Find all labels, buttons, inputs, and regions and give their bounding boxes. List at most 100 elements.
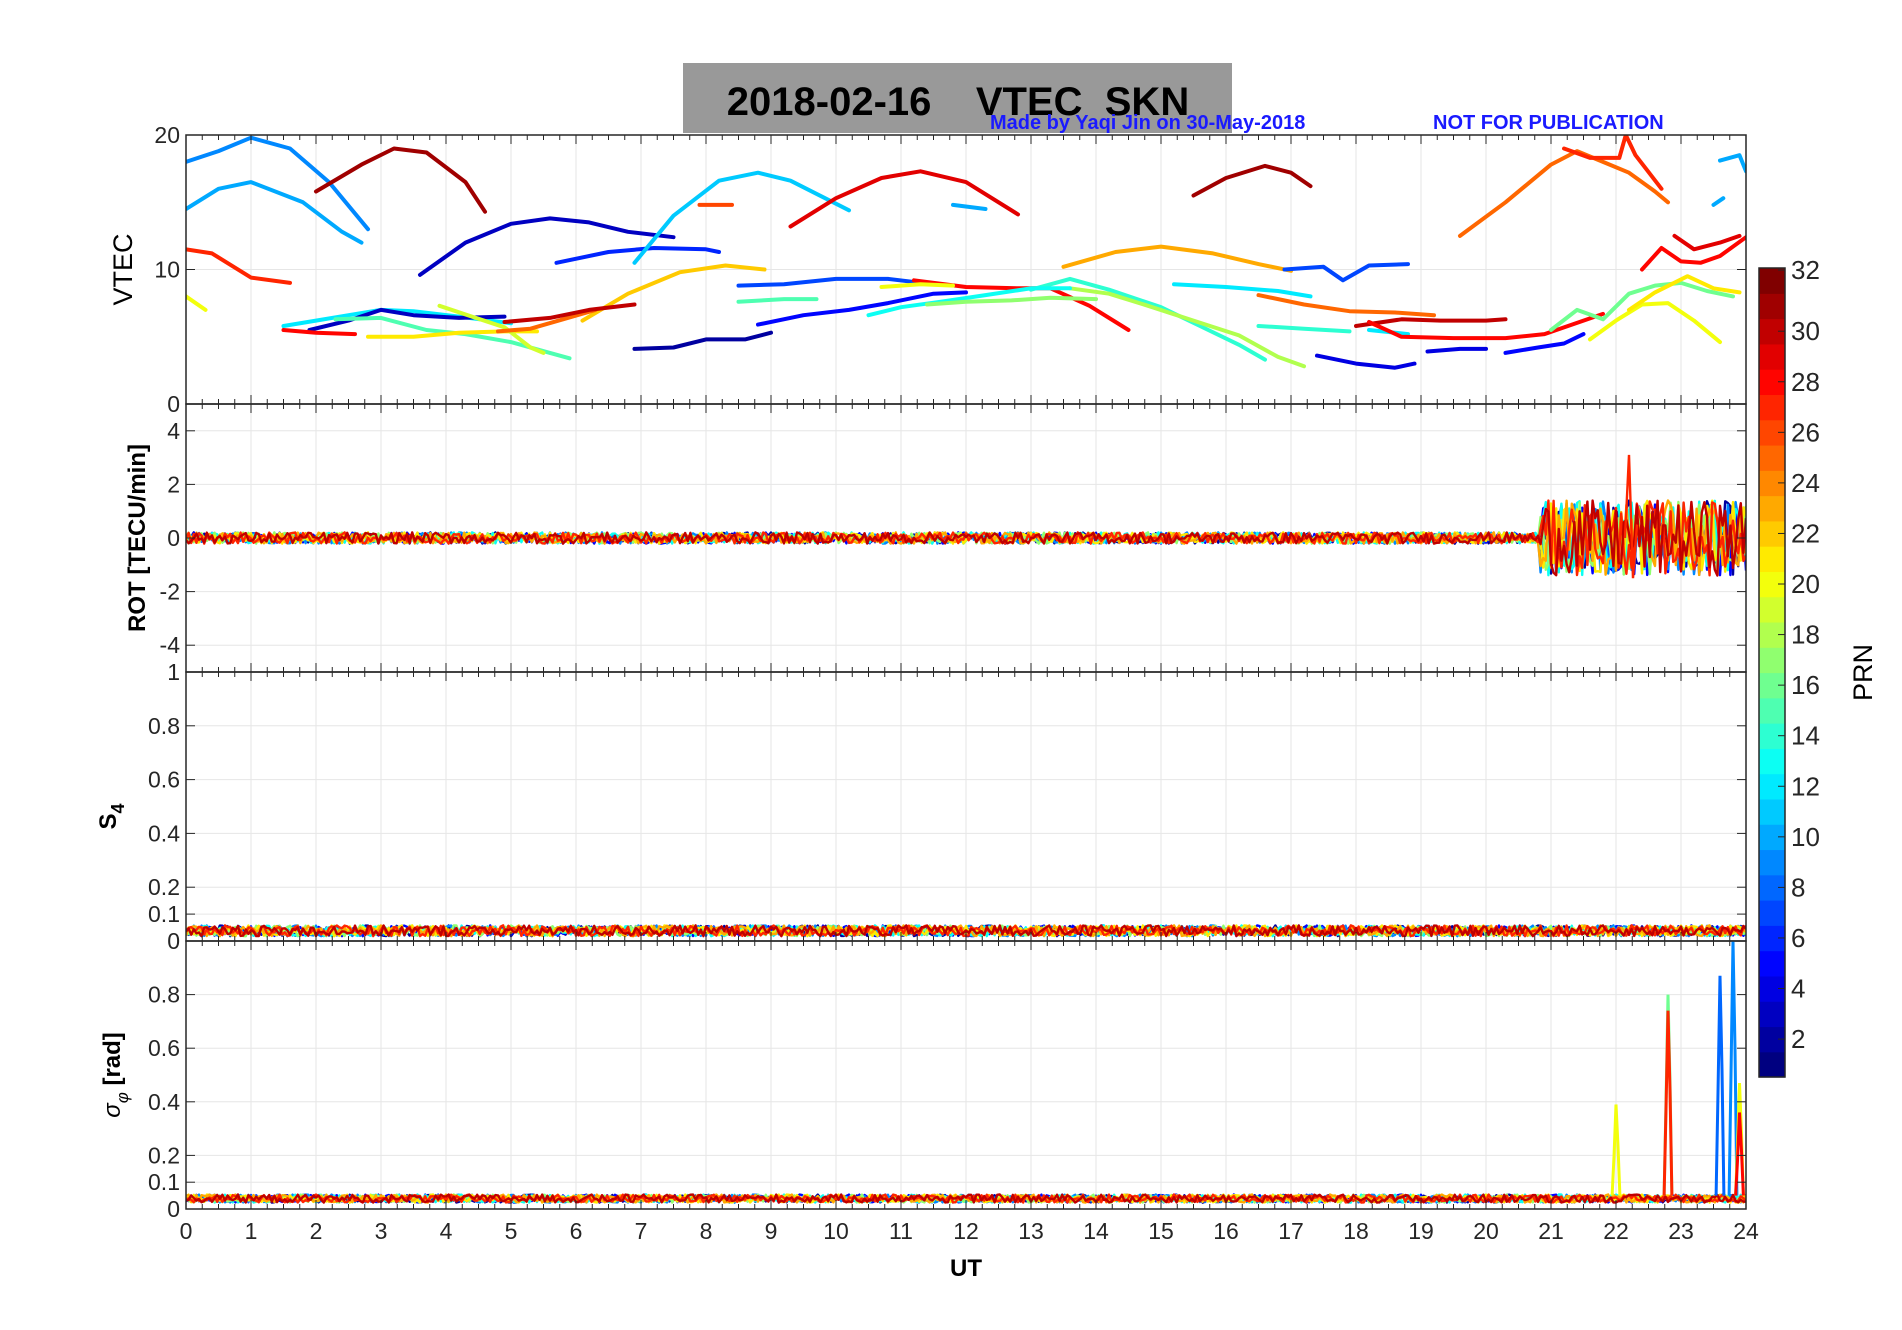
colorbar-swatch bbox=[1759, 1001, 1785, 1028]
y-tick-label: 20 bbox=[154, 122, 180, 148]
colorbar-tick-label: 6 bbox=[1791, 923, 1805, 953]
series-line-prn-14 bbox=[1256, 324, 1352, 334]
panel-rot: -4 -2 0 2 4 ROT [TECU/min] bbox=[124, 403, 1747, 673]
y-tick-label: 0.4 bbox=[148, 820, 180, 846]
series-line-prn-11 bbox=[632, 170, 851, 265]
series-line-prn-25 bbox=[496, 307, 598, 334]
x-tick-label: 2 bbox=[310, 1218, 323, 1244]
colorbar-tick-label: 30 bbox=[1791, 316, 1820, 346]
series-line-prn-15 bbox=[736, 297, 819, 304]
colorbar-swatch bbox=[1759, 495, 1785, 522]
series-line-prn-5 bbox=[756, 290, 968, 327]
series-line-prn-9 bbox=[186, 135, 370, 232]
y-tick-label: -2 bbox=[160, 579, 180, 605]
y-tick-label: 4 bbox=[167, 418, 180, 444]
colorbar-swatch bbox=[1759, 1051, 1785, 1078]
y-tick-label: 0.6 bbox=[148, 1035, 180, 1061]
colorbar-tick-label: 8 bbox=[1791, 872, 1805, 902]
series-line-prn-27 bbox=[1562, 135, 1664, 191]
x-tick-label: 19 bbox=[1408, 1218, 1434, 1244]
y-tick-label: 10 bbox=[154, 257, 180, 283]
colorbar-tick-label: 20 bbox=[1791, 569, 1820, 599]
y-tick-label: 0.4 bbox=[148, 1089, 180, 1115]
colorbar-swatch bbox=[1759, 849, 1785, 876]
series-line-prn-28 bbox=[1367, 311, 1605, 341]
x-tick-label: 15 bbox=[1148, 1218, 1174, 1244]
series-line-prn-10 bbox=[186, 180, 364, 245]
x-tick-label: 14 bbox=[1083, 1218, 1109, 1244]
colorbar-tick-label: 28 bbox=[1791, 367, 1820, 397]
colorbar-tick-label: 16 bbox=[1791, 670, 1820, 700]
x-tick-label: 10 bbox=[823, 1218, 849, 1244]
colorbar-swatch bbox=[1759, 394, 1785, 421]
series-line-prn-14 bbox=[1029, 276, 1267, 362]
y-axis-label-rot: ROT [TECU/min] bbox=[124, 444, 151, 632]
series-line-prn-10 bbox=[1711, 196, 1726, 207]
notice-text: NOT FOR PUBLICATION bbox=[1433, 112, 1664, 134]
series-line-prn-3 bbox=[307, 307, 507, 332]
colorbar-tick-label: 26 bbox=[1791, 417, 1820, 447]
series-line-prn-30 bbox=[1354, 317, 1508, 328]
x-tick-label: 11 bbox=[889, 1218, 913, 1244]
y-tick-label: 0.2 bbox=[148, 874, 180, 900]
x-tick-label: 21 bbox=[1538, 1218, 1564, 1244]
colorbar-tick-label: 2 bbox=[1791, 1024, 1805, 1054]
y-tick-label: 0 bbox=[167, 525, 180, 551]
series-line-prn-21 bbox=[1627, 274, 1742, 312]
colorbar-tick-label: 12 bbox=[1791, 771, 1820, 801]
y-tick-label: -4 bbox=[160, 632, 181, 658]
title-box bbox=[683, 63, 1232, 133]
series-line-prn-20 bbox=[186, 294, 208, 312]
series-line-prn-7 bbox=[1282, 262, 1410, 283]
y-tick-label: 0 bbox=[167, 391, 180, 417]
y-tick-label: 0.1 bbox=[148, 901, 180, 927]
series-line-prn-16 bbox=[1549, 280, 1735, 332]
colorbar-tick-label: 18 bbox=[1791, 620, 1820, 650]
y-axis-label-vtec: VTEC bbox=[108, 233, 138, 305]
panel-vtec: 0 10 20 VTEC bbox=[108, 122, 1747, 417]
plot-area-rot bbox=[186, 454, 1746, 579]
rot-peak bbox=[1623, 454, 1639, 579]
series-line-prn-5 bbox=[1503, 332, 1586, 355]
x-tick-label: 12 bbox=[953, 1218, 979, 1244]
x-tick-label: 8 bbox=[700, 1218, 713, 1244]
series-line-prn-6 bbox=[554, 246, 721, 265]
chart-title: 2018-02-16 VTEC SKN bbox=[727, 80, 1189, 124]
series-line-prn-29 bbox=[1672, 233, 1742, 252]
colorbar-swatch bbox=[1759, 900, 1785, 926]
x-tick-label: 24 bbox=[1733, 1218, 1759, 1244]
y-axis-label-s4: S4 bbox=[95, 803, 128, 829]
x-tick-label: 3 bbox=[375, 1218, 388, 1244]
x-tick-label: 13 bbox=[1018, 1218, 1044, 1244]
colorbar-swatch bbox=[1759, 546, 1785, 572]
x-tick-label: 18 bbox=[1343, 1218, 1369, 1244]
colorbar-swatch bbox=[1759, 596, 1785, 623]
x-tick-label: 4 bbox=[440, 1218, 453, 1244]
spike-prn-9 bbox=[1727, 941, 1739, 1196]
colorbar-tick-label: 22 bbox=[1791, 518, 1820, 548]
y-tick-label: 0.2 bbox=[148, 1142, 180, 1168]
series-line-prn-31 bbox=[1191, 163, 1313, 198]
panel-s4: 00.10.2 0.4 0.6 0.8 1 S4 bbox=[95, 659, 1747, 954]
series-line-prn-10 bbox=[1718, 153, 1746, 174]
y-tick-label: 2 bbox=[167, 471, 180, 497]
series-line-prn-3 bbox=[418, 216, 676, 277]
series-line-prn-31 bbox=[314, 146, 487, 214]
y-tick-label: 0.8 bbox=[148, 713, 180, 739]
series-line-prn-7 bbox=[736, 276, 936, 288]
series-line-prn-23 bbox=[1061, 244, 1293, 273]
y-axis-label-sigma-phi: σφ [rad] bbox=[99, 1032, 132, 1118]
x-tick-label: 9 bbox=[765, 1218, 778, 1244]
series-line-prn-4 bbox=[1425, 346, 1488, 354]
y-tick-label: 0 bbox=[167, 1196, 180, 1222]
series-line-prn-20 bbox=[1588, 301, 1722, 345]
colorbar-label: PRN bbox=[1848, 644, 1878, 701]
series-line-prn-28 bbox=[1640, 235, 1746, 272]
series-line-prn-29 bbox=[788, 169, 1020, 229]
series-line-prn-18 bbox=[1068, 286, 1306, 369]
series-line-prn-25 bbox=[1256, 293, 1436, 318]
series-line-prn-13 bbox=[866, 286, 1072, 318]
